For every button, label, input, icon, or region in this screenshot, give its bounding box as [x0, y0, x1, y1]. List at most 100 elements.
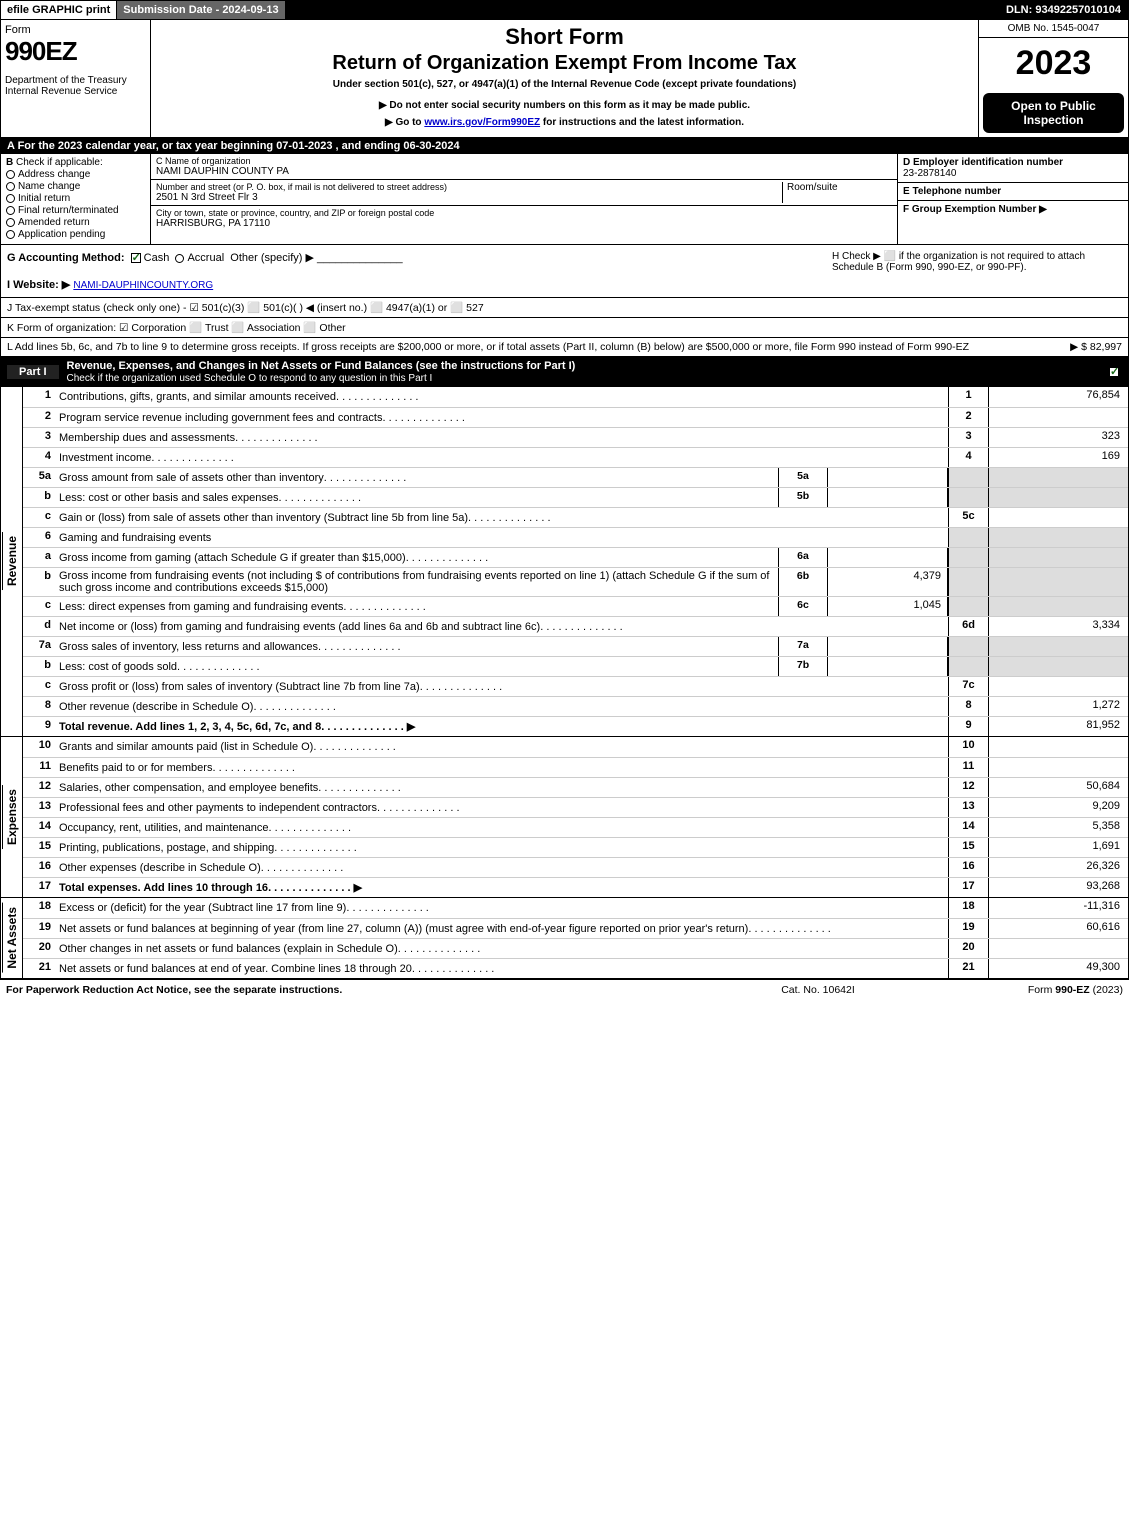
line-code: 7c [948, 677, 988, 696]
line-14: 14Occupancy, rent, utilities, and mainte… [23, 817, 1128, 837]
line-num: 4 [23, 448, 55, 467]
line-code: 13 [948, 798, 988, 817]
line-c: cGross profit or (loss) from sales of in… [23, 676, 1128, 696]
line-code: 14 [948, 818, 988, 837]
c-street-label: Number and street (or P. O. box, if mail… [156, 182, 782, 192]
line-desc: Gain or (loss) from sale of assets other… [55, 508, 948, 527]
subline-value [828, 637, 948, 656]
line-num: 21 [23, 959, 55, 978]
line-num: a [23, 548, 55, 567]
form-link-line: ▶ Go to www.irs.gov/Form990EZ for instru… [159, 117, 970, 128]
line-17: 17Total expenses. Add lines 10 through 1… [23, 877, 1128, 897]
revenue-section: Revenue 1Contributions, gifts, grants, a… [1, 387, 1128, 736]
line-desc: Printing, publications, postage, and shi… [55, 838, 948, 857]
chk-pending[interactable]: Application pending [6, 229, 145, 240]
line-code: 8 [948, 697, 988, 716]
line-desc: Less: direct expenses from gaming and fu… [55, 597, 778, 616]
line-num: 15 [23, 838, 55, 857]
line-value: 49,300 [988, 959, 1128, 978]
g-label: G Accounting Method: [7, 252, 125, 264]
line-num: c [23, 677, 55, 696]
subline-code: 7b [778, 657, 828, 676]
efile-label[interactable]: efile GRAPHIC print [1, 1, 117, 19]
line-value: 93,268 [988, 878, 1128, 897]
line-16: 16Other expenses (describe in Schedule O… [23, 857, 1128, 877]
h-text: H Check ▶ ⬜ if the organization is not r… [822, 251, 1122, 291]
line-desc: Membership dues and assessments . . . . … [55, 428, 948, 447]
line-value: 1,691 [988, 838, 1128, 857]
chk-cash[interactable] [131, 253, 141, 263]
line-code: 4 [948, 448, 988, 467]
netassets-section: Net Assets 18Excess or (deficit) for the… [1, 897, 1128, 978]
line-code: 20 [948, 939, 988, 958]
line-value: 81,952 [988, 717, 1128, 736]
line-value: 26,326 [988, 858, 1128, 877]
line-num: 3 [23, 428, 55, 447]
chk-initial[interactable]: Initial return [6, 193, 145, 204]
chk-accrual[interactable] [175, 254, 184, 263]
line-num: 5a [23, 468, 55, 487]
line-desc: Gaming and fundraising events [55, 528, 948, 547]
row-k: K Form of organization: ☑ Corporation ⬜ … [0, 318, 1129, 338]
line-2: 2Program service revenue including gover… [23, 407, 1128, 427]
subline-value [828, 548, 948, 567]
line-desc: Benefits paid to or for members . . . . … [55, 758, 948, 777]
part1-header: Part I Revenue, Expenses, and Changes in… [0, 357, 1129, 387]
chk-final[interactable]: Final return/terminated [6, 205, 145, 216]
line-desc: Net assets or fund balances at beginning… [55, 919, 948, 938]
line-code: 17 [948, 878, 988, 897]
irs-link[interactable]: www.irs.gov/Form990EZ [424, 117, 540, 128]
line-desc: Program service revenue including govern… [55, 408, 948, 427]
website-link[interactable]: NAMI-DAUPHINCOUNTY.ORG [73, 280, 213, 291]
line-13: 13Professional fees and other payments t… [23, 797, 1128, 817]
chk-amended[interactable]: Amended return [6, 217, 145, 228]
chk-name[interactable]: Name change [6, 181, 145, 192]
line-8: 8Other revenue (describe in Schedule O) … [23, 696, 1128, 716]
room-suite-label: Room/suite [782, 182, 892, 203]
expenses-side-label: Expenses [2, 785, 21, 849]
form-title: Return of Organization Exempt From Incom… [159, 52, 970, 75]
i-label: I Website: ▶ [7, 279, 70, 291]
line-value [988, 758, 1128, 777]
row-a: A For the 2023 calendar year, or tax yea… [0, 138, 1129, 154]
line-6: 6Gaming and fundraising events [23, 527, 1128, 547]
line-code: 11 [948, 758, 988, 777]
line-desc: Other changes in net assets or fund bala… [55, 939, 948, 958]
box-c: C Name of organization NAMI DAUPHIN COUN… [151, 154, 898, 244]
line-20: 20Other changes in net assets or fund ba… [23, 938, 1128, 958]
line-code: 5c [948, 508, 988, 527]
submission-date: Submission Date - 2024-09-13 [117, 1, 285, 19]
boxes-bcd: B Check if applicable: Address change Na… [0, 154, 1129, 245]
row-l: L Add lines 5b, 6c, and 7b to line 9 to … [0, 338, 1129, 357]
part1-check[interactable] [1109, 367, 1119, 377]
line-code: 19 [948, 919, 988, 938]
row-gh: G Accounting Method: Cash Accrual Other … [0, 245, 1129, 298]
subline-value [828, 657, 948, 676]
line-code: 9 [948, 717, 988, 736]
line-a: aGross income from gaming (attach Schedu… [23, 547, 1128, 567]
line-code: 16 [948, 858, 988, 877]
subline-value: 4,379 [828, 568, 948, 596]
line-desc: Contributions, gifts, grants, and simila… [55, 387, 948, 407]
dln-label: DLN: 93492257010104 [1000, 1, 1128, 19]
line-num: b [23, 657, 55, 676]
line-b: bGross income from fundraising events (n… [23, 567, 1128, 596]
c-name-label: C Name of organization [156, 156, 892, 166]
line-value [988, 737, 1128, 757]
line-num: 13 [23, 798, 55, 817]
line-value: 3,334 [988, 617, 1128, 636]
line-4: 4Investment income . . . . . . . . . . .… [23, 447, 1128, 467]
department: Department of the Treasury Internal Reve… [5, 75, 146, 97]
line-num: 18 [23, 898, 55, 918]
line-desc: Gross income from gaming (attach Schedul… [55, 548, 778, 567]
line-9: 9Total revenue. Add lines 1, 2, 3, 4, 5c… [23, 716, 1128, 736]
tax-year: 2023 [979, 38, 1128, 89]
chk-address[interactable]: Address change [6, 169, 145, 180]
omb-number: OMB No. 1545-0047 [979, 20, 1128, 38]
line-b: bLess: cost or other basis and sales exp… [23, 487, 1128, 507]
line-num: c [23, 508, 55, 527]
line-d: dNet income or (loss) from gaming and fu… [23, 616, 1128, 636]
short-form-label: Short Form [159, 24, 970, 50]
footer-form: Form 990-EZ (2023) [943, 984, 1123, 996]
gross-receipts: ▶ $ 82,997 [1070, 341, 1122, 353]
